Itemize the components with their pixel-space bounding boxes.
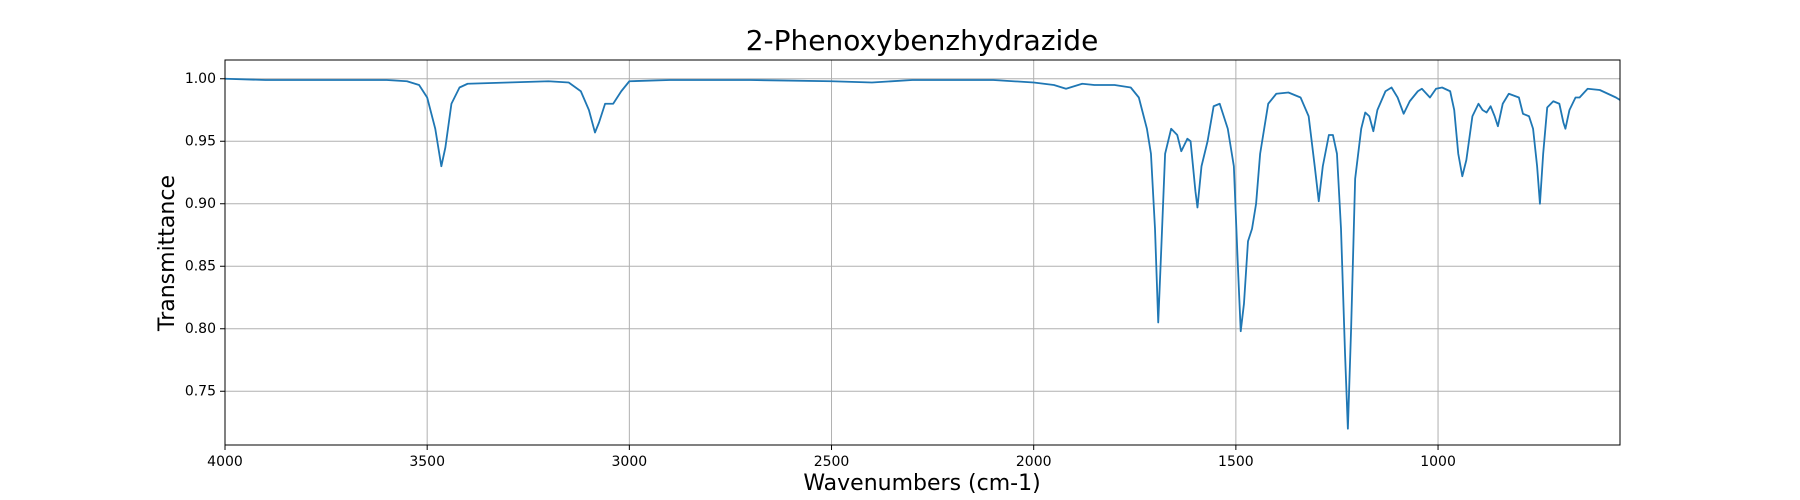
spectrum-line xyxy=(224,77,1621,430)
chart-title: 2-Phenoxybenzhydrazide xyxy=(746,24,1099,57)
plot-frame xyxy=(224,59,1621,446)
x-tick-label: 3000 xyxy=(612,454,648,470)
y-tick-label: 0.75 xyxy=(185,383,216,399)
x-tick-label: 4000 xyxy=(207,454,243,470)
y-tick-label: 0.80 xyxy=(185,321,216,337)
x-tick-label: 1000 xyxy=(1420,454,1456,470)
x-tick-label: 1500 xyxy=(1218,454,1254,470)
y-tick-label: 0.90 xyxy=(185,196,216,212)
x-tick-label: 3500 xyxy=(409,454,445,470)
y-tick-label: 0.95 xyxy=(185,133,216,149)
y-tick-label: 0.85 xyxy=(185,258,216,274)
x-tick-label: 2500 xyxy=(814,454,850,470)
x-tick-label: 2000 xyxy=(1016,454,1052,470)
y-tick-label: 1.00 xyxy=(185,71,216,87)
x-axis-label: Wavenumbers (cm-1) xyxy=(803,471,1040,496)
y-axis-label: Transmittance xyxy=(155,175,180,332)
